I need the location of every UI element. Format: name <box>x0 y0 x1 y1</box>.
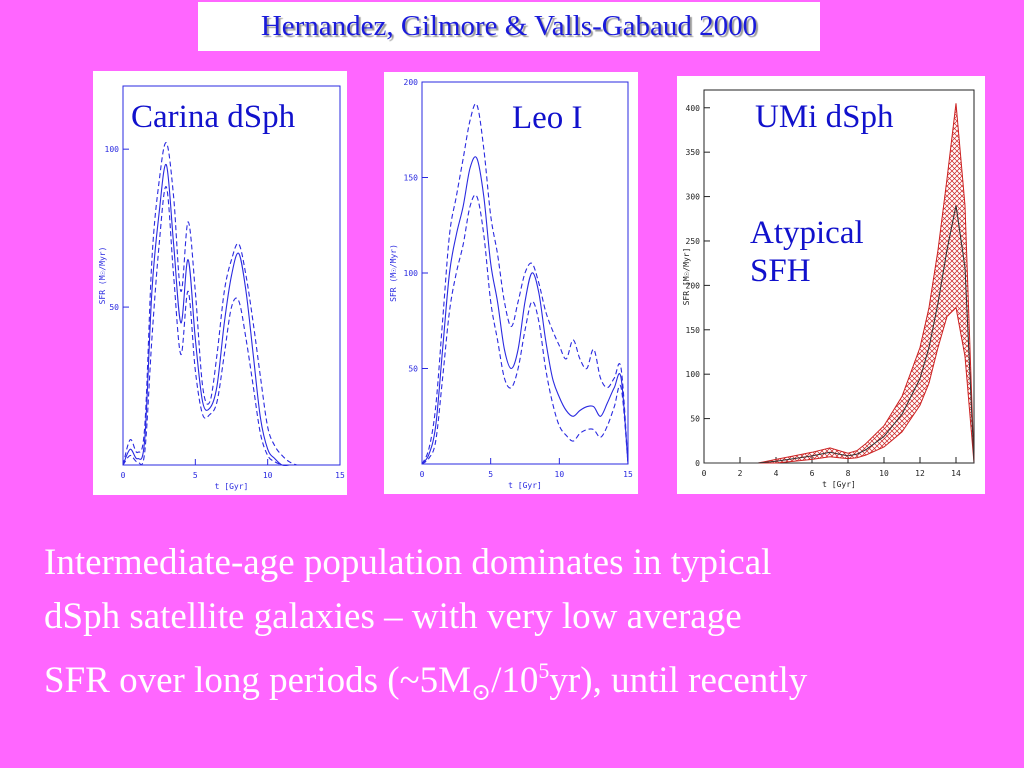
x-tick-label: 5 <box>193 471 198 480</box>
y-tick-label: 250 <box>686 237 701 246</box>
x-tick-label: 4 <box>774 469 779 478</box>
y-axis-label: SFR (M☉/Myr) <box>98 247 107 305</box>
x-tick-label: 0 <box>121 471 126 480</box>
sfr-confidence-line <box>421 103 629 465</box>
summary-line-3: SFR over long periods (~5M⊙/105yr), unti… <box>44 644 1014 720</box>
solar-symbol: ⊙ <box>471 680 492 706</box>
summary-line-3b: /10 <box>491 660 539 701</box>
y-tick-label: 50 <box>109 303 119 312</box>
y-tick-label: 150 <box>686 326 701 335</box>
y-tick-label: 200 <box>404 78 419 87</box>
summary-line-2: dSph satellite galaxies – with very low … <box>44 596 742 637</box>
y-tick-label: 50 <box>408 365 418 374</box>
sfr-confidence-line <box>122 186 283 466</box>
y-tick-label: 350 <box>686 148 701 157</box>
sfr-line <box>122 164 290 467</box>
carina-title: Carina dSph <box>131 99 296 135</box>
sfr-line <box>421 156 629 465</box>
y-tick-label: 150 <box>404 174 419 183</box>
x-tick-label: 14 <box>951 469 961 478</box>
plot-frame <box>122 85 341 466</box>
summary-line-3a: SFR over long periods (~5M <box>44 660 472 701</box>
citation-text: Hernandez, Gilmore & Valls-Gabaud 2000 <box>260 10 758 42</box>
y-tick-label: 100 <box>404 269 419 278</box>
y-axis-label: SFR (M☉/Myr) <box>389 244 398 302</box>
y-tick-label: 50 <box>690 415 700 424</box>
y-axis-label: SFR [M☉/Myr] <box>682 248 691 306</box>
summary-text: Intermediate-age population dominates in… <box>44 536 1014 720</box>
x-tick-label: 2 <box>738 469 743 478</box>
citation-box: Hernandez, Gilmore & Valls-Gabaud 2000 <box>198 2 820 51</box>
summary-line-3c: yr), until recently <box>549 660 808 701</box>
x-tick-label: 8 <box>846 469 851 478</box>
summary-line-1: Intermediate-age population dominates in… <box>44 542 772 583</box>
atypical-note-line2: SFH <box>750 253 811 289</box>
y-tick-label: 400 <box>686 104 701 113</box>
sfh-median-line <box>704 205 975 464</box>
y-tick-label: 200 <box>686 281 701 290</box>
y-tick-label: 100 <box>686 370 701 379</box>
carina-chart: 0 5 10 15 50 100 t [Gyr] SFR (M☉/Myr) <box>98 85 345 491</box>
x-tick-label: 10 <box>263 471 273 480</box>
x-tick-label: 15 <box>623 470 633 479</box>
plot-frame <box>703 89 975 464</box>
carina-panel: 0 5 10 15 50 100 t [Gyr] SFR (M☉/Myr) Carina dS… <box>93 71 347 495</box>
x-axis-label: t [Gyr] <box>215 482 249 491</box>
x-tick-label: 5 <box>488 470 493 479</box>
y-tick-label: 0 <box>695 459 700 468</box>
umi-title: UMi dSph <box>755 99 894 135</box>
atypical-note-line1: Atypical <box>750 215 864 251</box>
y-tick-label: 300 <box>686 193 701 202</box>
x-tick-label: 10 <box>555 470 565 479</box>
leo-chart: 0 5 10 15 50 100 150 200 t [Gyr] SFR (M☉/Myr) <box>389 78 633 490</box>
x-tick-label: 0 <box>702 469 707 478</box>
x-tick-label: 0 <box>420 470 425 479</box>
x-tick-label: 12 <box>915 469 925 478</box>
umi-chart: 0 2 4 6 8 10 12 14 0 50 100 150 200 250 300 350 400 t [Gy… <box>682 89 975 489</box>
x-axis-label: t [Gyr] <box>508 481 542 490</box>
exponent: 5 <box>538 658 550 683</box>
sfr-confidence-line <box>122 142 297 466</box>
x-tick-label: 15 <box>335 471 345 480</box>
sfr-confidence-line <box>421 194 629 465</box>
atypical-note: Atypical SFH <box>750 214 864 290</box>
umi-panel: 0 2 4 6 8 10 12 14 0 50 100 150 200 250 300 350 400 t [Gy… <box>677 76 985 494</box>
leo-panel: 0 5 10 15 50 100 150 200 t [Gyr] SFR (M☉/Myr) Leo… <box>384 72 638 494</box>
leo-title: Leo I <box>512 100 583 136</box>
x-tick-label: 10 <box>879 469 889 478</box>
x-tick-label: 6 <box>810 469 815 478</box>
x-axis-label: t [Gyr] <box>822 480 856 489</box>
y-tick-label: 100 <box>105 145 120 154</box>
